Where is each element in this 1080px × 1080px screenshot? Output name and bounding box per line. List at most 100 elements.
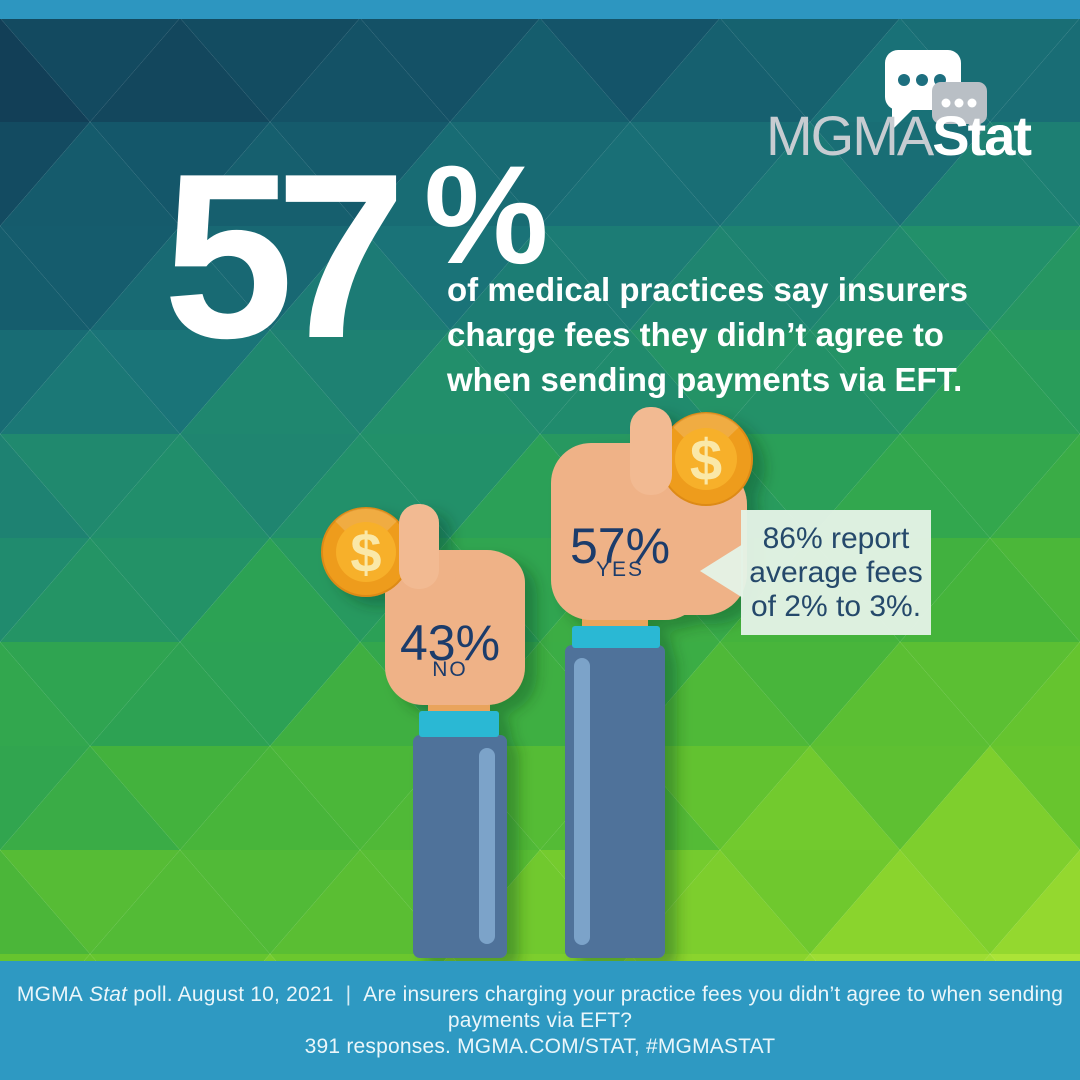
footer-stat: Stat: [83, 983, 128, 1006]
mosaic-triangle: [90, 18, 270, 122]
mosaic-triangle: [720, 434, 900, 538]
headline-percent-sign: %: [424, 136, 549, 293]
mosaic-triangle: [990, 538, 1080, 642]
mosaic-triangle: [810, 330, 990, 434]
mosaic-triangle: [90, 226, 270, 330]
headline-number: 57: [163, 124, 406, 387]
mosaic-triangle: [630, 122, 810, 226]
footer-line-2: 391 responses. MGMA.COM/STAT, #MGMASTAT: [304, 1035, 776, 1058]
mosaic-triangle: [900, 642, 1080, 746]
footer-bar: MGMA Stat poll. August 10, 2021 | Are insu…: [0, 961, 1080, 1080]
mosaic-triangle: [0, 850, 180, 954]
mosaic-triangle: [990, 18, 1080, 122]
footer-poll-date: poll. August 10, 2021: [127, 983, 334, 1006]
mosaic-triangle: [810, 122, 990, 226]
mosaic-triangle: [90, 850, 270, 954]
callout-line-1: 86% report: [762, 521, 910, 555]
mosaic-triangle: [360, 434, 540, 538]
mosaic-triangle: [90, 538, 270, 642]
mosaic-triangle: [630, 330, 810, 434]
mosaic-triangle: [900, 850, 1080, 954]
callout-line-2: average fees: [749, 555, 923, 589]
mosaic-triangle: [450, 226, 630, 330]
mosaic-triangle: [270, 226, 450, 330]
mosaic-triangle: [180, 122, 360, 226]
mosaic-triangle: [90, 122, 270, 226]
mosaic-triangle: [990, 330, 1080, 434]
mosaic-triangle: [180, 18, 360, 122]
mosaic-triangle: [0, 642, 180, 746]
mosaic-triangle: [810, 850, 990, 954]
mosaic-triangle: [720, 18, 900, 122]
footer-line-1: MGMA Stat poll. August 10, 2021 | Are insu…: [0, 982, 1080, 1034]
mosaic-triangle: [810, 642, 990, 746]
mosaic-triangle: [720, 330, 900, 434]
mosaic-triangle: [720, 850, 900, 954]
mosaic-triangle: [630, 642, 810, 746]
mosaic-triangle: [270, 122, 450, 226]
mosaic-triangle: [720, 746, 900, 850]
logo-mgma-text: MGMA: [765, 104, 934, 167]
mosaic-triangle: [0, 122, 180, 226]
mosaic-triangle: [270, 18, 450, 122]
mosaic-triangle: [990, 746, 1080, 850]
headline-text: of medical practices say insurers charge…: [447, 267, 1007, 402]
mosaic-triangle: [540, 226, 720, 330]
mosaic-triangle: [360, 18, 540, 122]
mosaic-triangle: [720, 122, 900, 226]
mosaic-triangle: [90, 330, 270, 434]
callout-pointer: [700, 544, 743, 598]
mosaic-triangle: [900, 330, 1080, 434]
callout-bubble: 86% report average fees of 2% to 3%.: [741, 510, 931, 635]
mosaic-triangle: [0, 18, 180, 122]
mosaic-triangle: [810, 746, 990, 850]
mosaic-triangle: [990, 122, 1080, 226]
no-label: NO: [432, 658, 468, 681]
mosaic-triangle: [90, 434, 270, 538]
mosaic-triangle: [0, 538, 180, 642]
yes-label: YES: [595, 558, 645, 581]
mosaic-triangle: [720, 226, 900, 330]
mgma-stat-logo: MGMAStat: [765, 103, 1032, 168]
mosaic-triangle: [990, 434, 1080, 538]
footer-question: Are insurers charging your practice fees…: [363, 983, 1064, 1032]
mosaic-triangle: [450, 330, 630, 434]
mosaic-triangle: [900, 122, 1080, 226]
mosaic-triangle: [180, 226, 360, 330]
mosaic-triangle: [270, 850, 450, 954]
mosaic-triangle: [270, 746, 450, 850]
mosaic-triangle: [630, 18, 810, 122]
mosaic-triangle: [180, 746, 360, 850]
mosaic-triangle: [0, 330, 180, 434]
mosaic-triangle: [990, 850, 1080, 954]
mosaic-triangle: [540, 330, 720, 434]
mosaic-triangle: [810, 226, 990, 330]
mosaic-triangle: [990, 226, 1080, 330]
mosaic-triangle: [630, 746, 810, 850]
mosaic-triangle: [360, 226, 540, 330]
mosaic-triangle: [630, 226, 810, 330]
logo-speech-bubble-gray-icon: [932, 82, 987, 135]
mosaic-triangle: [180, 538, 360, 642]
mosaic-triangle: [90, 746, 270, 850]
mosaic-triangle: [900, 746, 1080, 850]
footer-brand: MGMA: [16, 983, 84, 1006]
logo-speech-bubbles: [885, 50, 987, 135]
mosaic-triangle: [180, 434, 360, 538]
mosaic-triangle: [0, 226, 180, 330]
mosaic-triangle: [900, 226, 1080, 330]
mosaic-triangle: [180, 850, 360, 954]
callout-line-3: of 2% to 3%.: [750, 589, 922, 623]
mosaic-triangle: [900, 538, 1080, 642]
mosaic-triangle: [0, 434, 180, 538]
mosaic-triangle: [90, 642, 270, 746]
headline-line-3: when sending payments via EFT.: [447, 361, 963, 398]
mosaic-triangle: [450, 122, 630, 226]
headline-line-1: of medical practices say insurers: [447, 271, 968, 308]
mosaic-triangle: [540, 122, 720, 226]
mosaic-triangle: [270, 330, 450, 434]
mosaic-triangle: [180, 330, 360, 434]
mosaic-triangle: [360, 122, 540, 226]
mosaic-triangle: [630, 850, 810, 954]
